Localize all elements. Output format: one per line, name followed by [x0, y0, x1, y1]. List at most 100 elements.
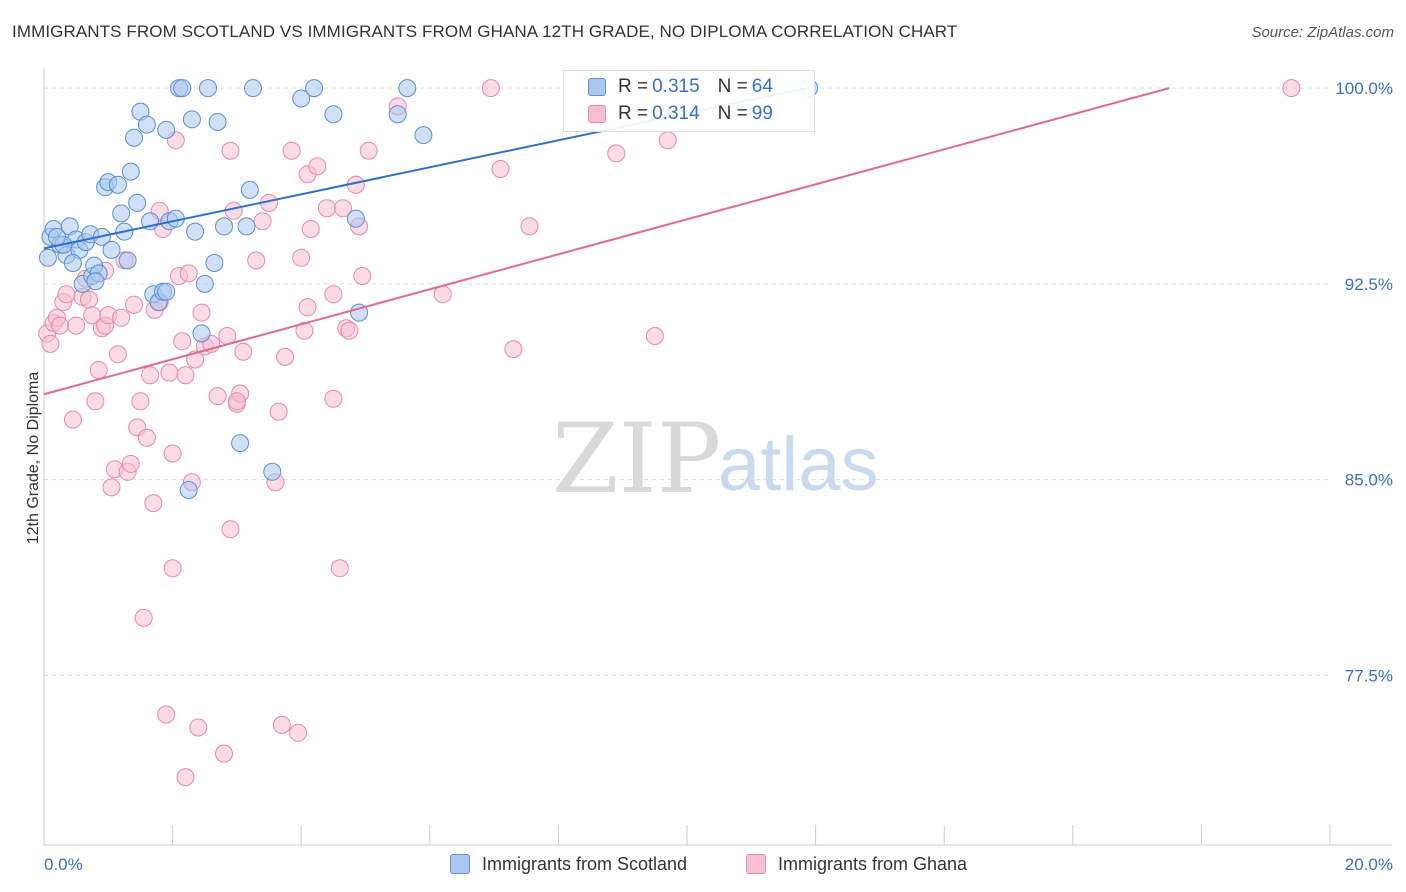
y-tick-label: 100.0%: [1335, 79, 1393, 98]
ghana-point: [504, 340, 523, 359]
ghana-point: [269, 402, 288, 421]
legend-n-ghana: 99: [751, 103, 773, 124]
scotland-point: [128, 193, 147, 212]
legend-n-label: N =: [717, 76, 748, 97]
ghana-point: [324, 285, 343, 304]
scotland-point: [292, 89, 311, 108]
scotland-point: [173, 79, 192, 98]
ghana-point: [1282, 79, 1301, 98]
ghana-point: [57, 285, 76, 304]
bottom-legend-swatch-scotland: [450, 854, 470, 874]
ghana-point: [112, 308, 131, 327]
ghana-point: [179, 264, 198, 283]
ghana-point: [108, 345, 127, 364]
scotland-point: [305, 79, 324, 98]
legend-n-scotland: 64: [751, 76, 773, 97]
ghana-point: [102, 478, 121, 497]
ghana-trend-line: [43, 87, 1170, 396]
ghana-point: [317, 199, 336, 218]
ghana-point: [353, 267, 372, 285]
ghana-point: [134, 608, 153, 627]
ghana-point: [51, 316, 70, 335]
scotland-point: [237, 217, 256, 236]
scotland-point: [195, 274, 214, 293]
scotland-point: [414, 126, 433, 145]
ghana-point: [63, 410, 82, 429]
scotland-point: [102, 240, 121, 259]
bottom-legend-ghana[interactable]: Immigrants from Ghana: [746, 852, 967, 876]
scotland-point: [199, 79, 217, 98]
bottom-legend-label-ghana: Immigrants from Ghana: [778, 853, 968, 874]
ghana-point: [215, 744, 233, 763]
scotland-point: [208, 113, 227, 131]
ghana-point: [282, 141, 301, 160]
scotland-point: [324, 105, 343, 124]
ghana-point: [67, 316, 86, 335]
ghana-point: [131, 392, 150, 411]
legend-row-ghana: R = 0.314 N = 99: [588, 101, 777, 127]
scotland-point: [398, 79, 417, 98]
ghana-point: [176, 366, 195, 385]
source-label: Source: ZipAtlas.com: [1251, 24, 1394, 41]
ghana-point: [221, 141, 240, 160]
ghana-point: [253, 212, 272, 231]
legend-r-label: R =: [618, 103, 649, 124]
ghana-point: [330, 559, 349, 578]
ghana-point: [144, 494, 163, 513]
ghana-point: [121, 454, 140, 473]
ghana-point: [208, 387, 227, 406]
scotland-point: [231, 434, 250, 453]
ghana-point: [176, 768, 195, 787]
scotland-point: [205, 254, 224, 272]
bottom-legend-swatch-ghana: [746, 854, 766, 874]
ghana-point: [221, 520, 240, 539]
y-tick-label: 77.5%: [1345, 666, 1393, 685]
scotland-point: [186, 222, 205, 241]
ghana-point: [157, 705, 176, 724]
axes: [43, 68, 1392, 846]
ghana-point: [137, 428, 156, 447]
legend-swatch-ghana: [588, 105, 606, 123]
scotland-point: [215, 217, 233, 236]
x-tick-label: 0.0%: [44, 855, 83, 874]
ghana-point: [141, 366, 160, 385]
ghana-point: [308, 157, 327, 176]
bottom-legend-label-scotland: Immigrants from Scotland: [482, 853, 688, 874]
x-tick-label: 20.0%: [1345, 855, 1393, 874]
ghana-point: [491, 160, 510, 178]
scotland-point: [137, 115, 156, 134]
scotland-point: [63, 254, 82, 272]
ghana-point: [340, 321, 359, 340]
legend-r-scotland: 0.315: [652, 76, 700, 97]
scotland-point: [388, 105, 407, 124]
ghana-point: [324, 389, 343, 408]
stats-legend: R = 0.315 N = 64 R = 0.314 N = 99: [563, 70, 815, 132]
ghana-point: [41, 334, 60, 353]
ghana-point: [658, 131, 677, 150]
ghana-point: [192, 303, 211, 322]
ghana-point: [234, 342, 253, 361]
ghana-point: [334, 199, 352, 218]
scotland-point: [157, 120, 176, 139]
scotland-point: [240, 180, 259, 199]
trend-lines: [43, 87, 1170, 396]
ghana-point: [227, 392, 246, 411]
legend-n-label: N =: [717, 103, 748, 124]
scotland-points: [38, 79, 819, 499]
ghana-point: [481, 79, 500, 98]
chart-title: IMMIGRANTS FROM SCOTLAND VS IMMIGRANTS F…: [12, 22, 958, 41]
ghana-point: [272, 715, 291, 734]
tick-labels: 77.5% 85.0% 92.5% 100.0% 0.0% 20.0%: [44, 79, 1393, 874]
watermark: ZIP atlas: [552, 403, 879, 515]
gridlines: [44, 87, 1330, 676]
y-tick-label: 92.5%: [1345, 275, 1393, 294]
bottom-legend-scotland[interactable]: Immigrants from Scotland: [450, 852, 687, 876]
watermark-zip: ZIP: [552, 403, 721, 515]
ghana-point: [224, 201, 243, 220]
legend-swatch-scotland: [588, 78, 606, 96]
ghana-point: [295, 321, 314, 340]
scotland-point: [86, 272, 105, 291]
ghana-point: [189, 718, 208, 737]
ghana-point: [289, 723, 307, 742]
